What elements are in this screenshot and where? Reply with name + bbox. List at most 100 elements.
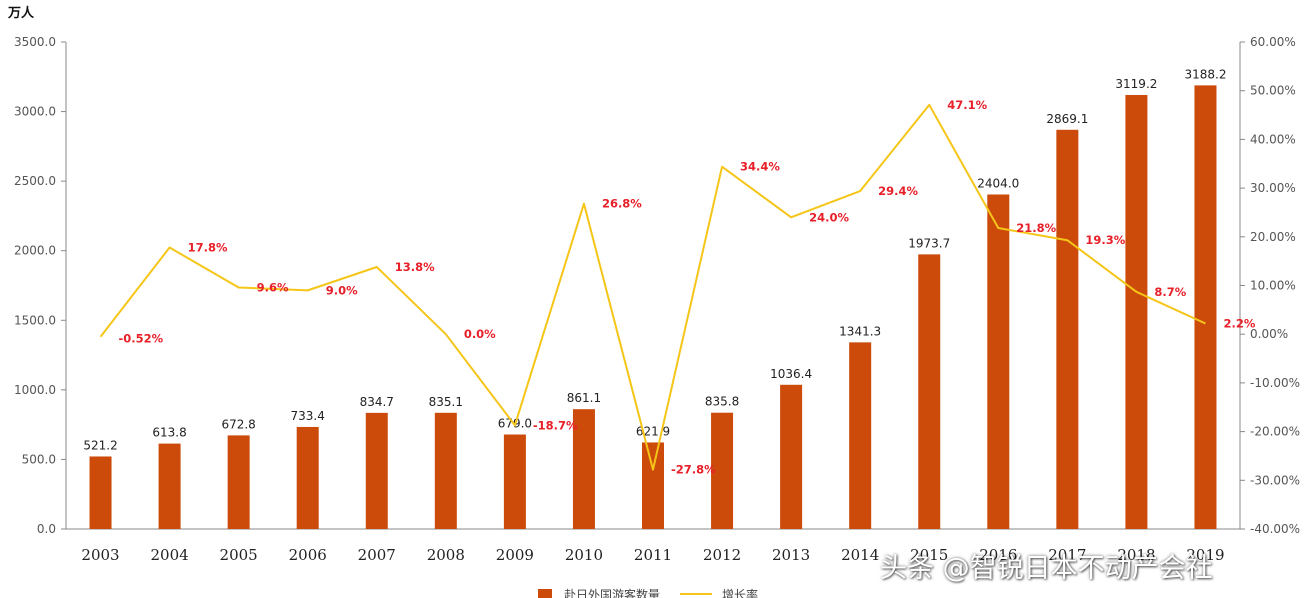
line-series <box>99 103 1206 471</box>
bar-value-label: 835.1 <box>429 395 463 409</box>
line-value-label: 24.0% <box>809 210 849 224</box>
line-value-label: 47.1% <box>947 98 987 112</box>
bar-2008 <box>434 412 457 529</box>
bar-2007 <box>365 412 388 529</box>
bar-2004 <box>158 443 181 529</box>
bar-value-label: 521.2 <box>83 438 117 452</box>
left-tick-label: 2500.0 <box>14 174 56 188</box>
line-value-label: 29.4% <box>878 184 918 198</box>
right-tick-label: -10.00% <box>1250 376 1300 390</box>
line-value-label: -0.52% <box>119 332 164 346</box>
left-tick-label: 1000.0 <box>14 383 56 397</box>
x-tick-label: 2007 <box>358 546 396 564</box>
line-value-label: 13.8% <box>395 260 435 274</box>
left-tick-label: 3000.0 <box>14 105 56 119</box>
left-axis-title: 万人 <box>7 5 35 21</box>
line-value-label: 21.8% <box>1016 221 1056 235</box>
bar-value-label: 1036.4 <box>770 367 812 381</box>
left-y-ticks: 0.0 500.0 1000.0 1500.0 2000.0 2500.0 3000.0 35… <box>14 35 66 536</box>
line-value-label: 19.3% <box>1085 233 1125 247</box>
bar-2019 <box>1194 85 1217 530</box>
bar-2005 <box>227 435 250 529</box>
legend-line-label: 增长率 <box>722 587 758 598</box>
x-tick-label: 2010 <box>565 546 603 564</box>
x-tick-label: 2017 <box>1048 546 1086 564</box>
x-tick-label: 2016 <box>979 546 1017 564</box>
bar-series <box>89 85 1217 530</box>
bar-value-label: 1341.3 <box>839 324 881 338</box>
right-tick-label: 20.00% <box>1250 230 1296 244</box>
bar-value-label: 2404.0 <box>977 177 1019 191</box>
watermark-text: 头条 @智锐日本不动产会社 <box>880 553 1213 584</box>
bar-value-label: 2869.1 <box>1046 112 1088 126</box>
left-tick-label: 500.0 <box>22 452 56 466</box>
legend-bar-label: 赴日外国游客数量 <box>564 587 660 598</box>
bar-2006 <box>296 426 319 529</box>
line-value-label: 8.7% <box>1154 285 1186 299</box>
x-tick-label: 2019 <box>1186 546 1224 564</box>
line-value-label: 9.0% <box>326 283 358 297</box>
bar-2014 <box>849 342 872 529</box>
right-tick-label: 30.00% <box>1250 181 1296 195</box>
x-ticks: 2003 2004 2005 2006 2007 2008 2009 2010 2011 2012… <box>81 546 1224 564</box>
line-value-label: -27.8% <box>671 463 716 477</box>
right-tick-label: 0.00% <box>1250 327 1288 341</box>
left-tick-label: 2000.0 <box>14 244 56 258</box>
growth-rate-line <box>99 103 1206 471</box>
right-tick-label: 60.00% <box>1250 35 1296 49</box>
right-y-ticks: -40.00% -30.00% -20.00% -10.00% 0.00% 10.00% 2… <box>1240 35 1300 536</box>
line-value-label: 26.8% <box>602 197 642 211</box>
x-tick-label: 2006 <box>289 546 327 564</box>
right-tick-label: 40.00% <box>1250 132 1296 146</box>
line-value-label: 17.8% <box>188 241 228 255</box>
x-tick-label: 2013 <box>772 546 810 564</box>
right-tick-label: -20.00% <box>1250 425 1300 439</box>
x-tick-label: 2009 <box>496 546 534 564</box>
bar-value-label: 1973.7 <box>908 236 950 250</box>
x-tick-label: 2004 <box>150 546 188 564</box>
bar-value-label: 835.8 <box>705 395 739 409</box>
bar-2017 <box>1056 129 1079 530</box>
bar-2010 <box>572 409 595 529</box>
bar-2016 <box>987 194 1010 530</box>
x-tick-label: 2003 <box>81 546 119 564</box>
bar-2003 <box>89 456 112 529</box>
bar-value-label: 3119.2 <box>1115 77 1157 91</box>
bar-2011 <box>642 442 664 529</box>
bar-value-label: 861.1 <box>567 391 601 405</box>
bar-2012 <box>711 412 734 529</box>
bar-2018 <box>1125 94 1148 530</box>
line-value-label: 9.6% <box>257 280 289 294</box>
bar-value-label: 3188.2 <box>1184 67 1226 81</box>
bar-value-label: 672.8 <box>221 417 255 431</box>
right-tick-label: -30.00% <box>1250 473 1300 487</box>
line-label-group: -0.52% 17.8% 9.6% 9.0% 13.8% 0.0% -18.7% 26.8% -… <box>119 98 1256 477</box>
x-tick-label: 2005 <box>220 546 258 564</box>
x-tick-label: 2012 <box>703 546 741 564</box>
line-value-label: 2.2% <box>1223 316 1255 330</box>
bar-value-label: 733.4 <box>291 409 325 423</box>
bar-2009 <box>503 434 526 529</box>
right-tick-label: -40.00% <box>1250 522 1300 536</box>
right-tick-label: 50.00% <box>1250 84 1296 98</box>
left-tick-label: 1500.0 <box>14 313 56 327</box>
bar-value-label: 613.8 <box>152 426 186 440</box>
right-tick-label: 10.00% <box>1250 279 1296 293</box>
bar-2013 <box>780 384 803 529</box>
line-value-label: -18.7% <box>533 418 578 432</box>
left-tick-label: 0.0 <box>37 522 56 536</box>
x-tick-label: 2018 <box>1117 546 1155 564</box>
x-tick-label: 2011 <box>634 546 672 564</box>
legend: 赴日外国游客数量 增长率 <box>538 587 758 598</box>
x-tick-label: 2014 <box>841 546 879 564</box>
legend-bar-swatch <box>538 589 552 598</box>
bar-2015 <box>918 254 941 529</box>
x-tick-label: 2008 <box>427 546 465 564</box>
x-tick-label: 2015 <box>910 546 948 564</box>
bar-value-label: 834.7 <box>360 395 394 409</box>
line-value-label: 34.4% <box>740 160 780 174</box>
left-tick-label: 3500.0 <box>14 35 56 49</box>
line-value-label: 0.0% <box>464 327 496 341</box>
